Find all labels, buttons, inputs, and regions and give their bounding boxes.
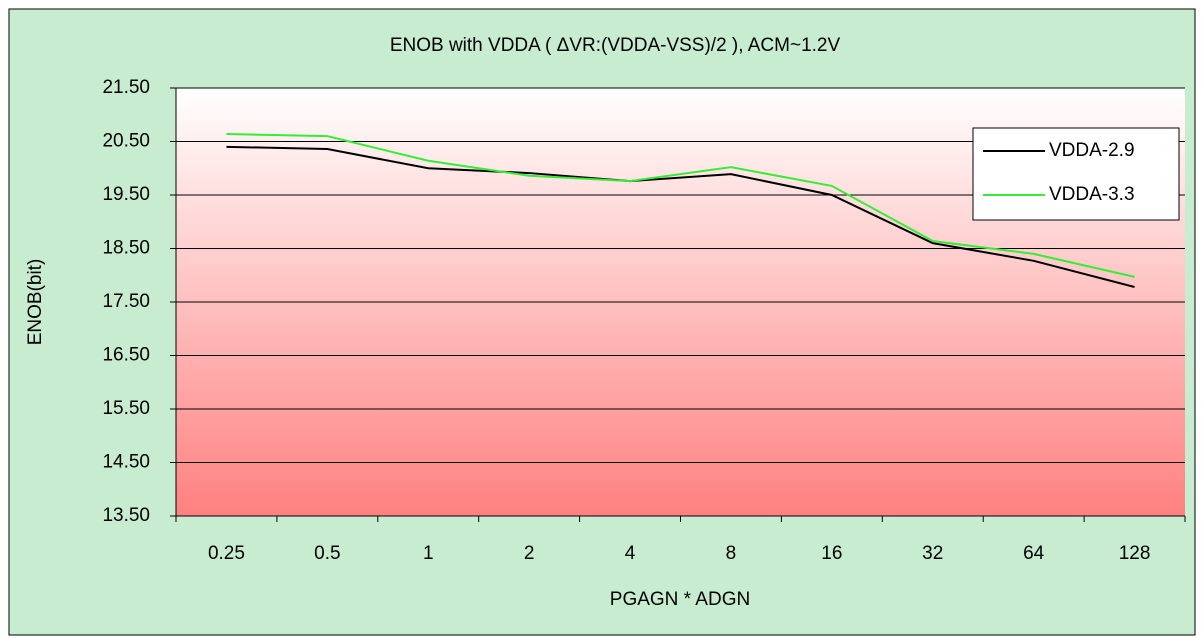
line-series bbox=[226, 145, 1135, 288]
y-tick-label: 15.50 bbox=[102, 398, 150, 419]
x-tick-label: 16 bbox=[821, 543, 842, 564]
x-tick-label: 2 bbox=[524, 543, 535, 564]
legend-box bbox=[972, 127, 1180, 221]
y-axis-label: ENOB(bit) bbox=[25, 259, 46, 346]
chart-title: ENOB with VDDA ( ΔVR:(VDDA-VSS)/2 ), ACM… bbox=[390, 35, 841, 56]
x-tick-label: 32 bbox=[922, 543, 943, 564]
x-tick-label: 8 bbox=[726, 543, 737, 564]
x-tick-label: 1 bbox=[423, 543, 434, 564]
y-tick-label: 13.50 bbox=[102, 505, 150, 526]
y-tick-label: 14.50 bbox=[102, 452, 150, 473]
y-tick-label: 17.50 bbox=[102, 291, 150, 312]
x-tick-label: 0.5 bbox=[314, 543, 340, 564]
y-tick-label: 16.50 bbox=[102, 345, 150, 366]
x-tick-label: 0.25 bbox=[208, 543, 245, 564]
y-tick-label: 18.50 bbox=[102, 238, 150, 259]
line-series bbox=[226, 133, 1135, 278]
y-tick-label: 19.50 bbox=[102, 184, 150, 205]
x-tick-label: 4 bbox=[625, 543, 636, 564]
y-tick-label: 20.50 bbox=[102, 131, 150, 152]
x-tick-label: 64 bbox=[1023, 543, 1045, 564]
x-axis-label: PGAGN * ADGN bbox=[610, 589, 750, 610]
x-tick-label: 128 bbox=[1119, 543, 1151, 564]
legend-label: VDDA-3.3 bbox=[1049, 184, 1135, 205]
legend-label: VDDA-2.9 bbox=[1049, 140, 1135, 161]
y-tick-label: 21.50 bbox=[102, 77, 150, 98]
